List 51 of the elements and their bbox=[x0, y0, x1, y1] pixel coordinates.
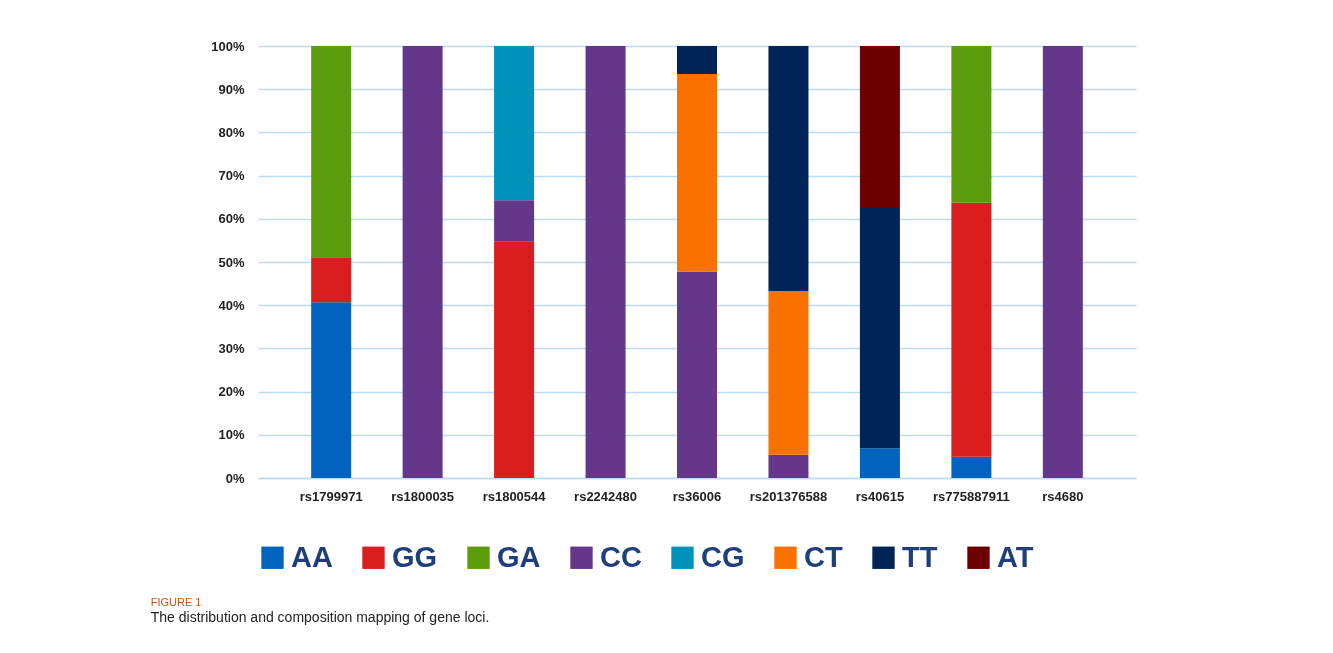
bar bbox=[494, 200, 535, 242]
legend-label: GA bbox=[497, 540, 541, 573]
bar bbox=[494, 46, 535, 201]
bar bbox=[859, 448, 900, 478]
x-tick-label: rs1799971 bbox=[299, 488, 363, 504]
y-tick-label: 50% bbox=[218, 254, 245, 270]
y-tick-label: 40% bbox=[218, 297, 245, 313]
bar bbox=[768, 46, 809, 291]
bar bbox=[768, 290, 809, 455]
legend-label: CT bbox=[804, 540, 843, 573]
y-tick-label: 100% bbox=[211, 38, 245, 54]
bar bbox=[677, 271, 717, 478]
x-tick-label: rs4680 bbox=[1042, 488, 1084, 504]
y-tick-label: 70% bbox=[218, 168, 245, 184]
y-tick-label: 80% bbox=[218, 124, 245, 140]
bar bbox=[402, 46, 443, 478]
x-tick-label: rs1800544 bbox=[482, 488, 547, 504]
legend-label: TT bbox=[902, 540, 938, 573]
y-tick-label: 90% bbox=[218, 81, 245, 97]
text: The distribution and composition mapping of gene loci. bbox=[150, 609, 490, 625]
bar bbox=[768, 454, 809, 478]
y-tick-label: 30% bbox=[218, 340, 245, 356]
x-tick-label: rs201376588 bbox=[749, 488, 828, 504]
y-tick-label: 20% bbox=[218, 384, 245, 400]
y-tick-label: 0% bbox=[225, 470, 245, 486]
bar bbox=[311, 302, 352, 478]
legend-label: AA bbox=[291, 540, 333, 573]
text: FIGURE 1 bbox=[150, 596, 202, 608]
bar bbox=[677, 46, 717, 75]
legend-label: AT bbox=[997, 540, 1034, 573]
bar bbox=[494, 241, 535, 478]
bar bbox=[311, 46, 352, 258]
x-tick-label: rs1800035 bbox=[391, 488, 455, 504]
y-tick-label: 10% bbox=[218, 427, 245, 443]
bar bbox=[859, 208, 900, 449]
bar bbox=[1042, 46, 1083, 478]
x-tick-label: rs2242480 bbox=[574, 488, 637, 504]
bar bbox=[585, 46, 626, 478]
x-tick-label: rs36006 bbox=[672, 488, 722, 504]
legend-label: CG bbox=[701, 540, 745, 573]
x-tick-label: rs775887911 bbox=[933, 488, 1010, 504]
y-tick-label: 60% bbox=[218, 211, 245, 227]
bar bbox=[677, 74, 717, 272]
bar bbox=[951, 202, 992, 457]
legend-label: CC bbox=[600, 540, 642, 573]
bar bbox=[859, 46, 900, 208]
bar bbox=[951, 456, 992, 478]
bar bbox=[951, 46, 992, 203]
bar bbox=[311, 257, 352, 303]
legend-label: GG bbox=[392, 540, 438, 573]
x-tick-label: rs40615 bbox=[855, 488, 905, 504]
